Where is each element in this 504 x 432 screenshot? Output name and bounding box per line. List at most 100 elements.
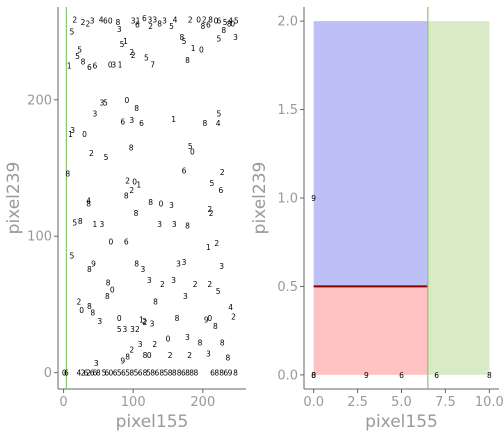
data-point-label: 1 [93, 220, 98, 229]
data-point-label: 2 [129, 345, 134, 354]
data-point-label: 6 [113, 369, 118, 378]
x-tick-label: 2.5 [347, 395, 368, 410]
data-point-label: 1 [136, 180, 141, 189]
data-point-label: 3 [70, 126, 75, 135]
data-point-label: 8 [311, 371, 316, 380]
data-point-label: 5 [120, 40, 125, 49]
data-point-label: 3 [122, 325, 127, 334]
data-point-label: 0 [132, 178, 137, 187]
data-point-label: 8 [203, 119, 208, 128]
data-point-label: 4 [99, 15, 104, 24]
data-point-label: 8 [208, 15, 213, 24]
data-point-label: 2 [188, 15, 193, 24]
data-point-label: 3 [141, 265, 146, 274]
data-point-label: 8 [200, 22, 205, 31]
data-point-label: 3 [99, 220, 104, 229]
data-point-label: 6 [223, 369, 228, 378]
data-point-label: 4 [76, 369, 81, 378]
data-point-label: 6 [135, 21, 140, 30]
region-0 [313, 21, 428, 287]
data-point-label: 2 [207, 280, 212, 289]
data-point-label: 3 [171, 276, 176, 285]
data-point-label: 8 [193, 369, 198, 378]
data-point-label: 2 [193, 280, 198, 289]
data-point-label: 8 [175, 314, 180, 323]
data-point-label: 0 [117, 314, 122, 323]
data-point-label: 4 [86, 197, 91, 206]
data-point-label: 1 [139, 315, 144, 324]
data-point-label: 0 [166, 335, 171, 344]
data-point-label: 8 [189, 369, 194, 378]
data-point-label: 1 [171, 115, 176, 124]
data-point-label: 2 [131, 51, 136, 60]
data-point-label: 8 [90, 309, 95, 318]
data-point-label: 8 [134, 209, 139, 218]
data-point-label: 0 [159, 199, 164, 208]
data-point-label: 0 [110, 285, 115, 294]
data-point-label: 6 [83, 369, 88, 378]
data-point-label: 8 [105, 292, 110, 301]
data-point-label: 3 [219, 262, 224, 271]
data-point-label: 2 [152, 340, 157, 349]
data-point-label: 2 [129, 186, 134, 195]
data-point-label: 8 [124, 191, 129, 200]
data-point-label: 3 [94, 359, 99, 368]
data-point-label: 8 [81, 58, 86, 67]
data-point-label: 2 [160, 280, 165, 289]
data-point-label: 3 [93, 109, 98, 118]
data-point-label: 8 [219, 369, 224, 378]
data-point-label: 5 [164, 369, 169, 378]
data-point-label: 3 [157, 220, 162, 229]
data-point-label: 2 [125, 176, 130, 185]
data-point-label: 8 [153, 298, 158, 307]
data-point-label: 6 [216, 17, 221, 26]
data-point-label: 8 [487, 371, 492, 380]
data-point-label: 8 [106, 279, 111, 288]
data-point-label: 2 [220, 168, 225, 177]
data-point-label: 5 [182, 37, 187, 46]
data-point-label: 8 [214, 369, 219, 378]
data-point-label: 1 [136, 17, 141, 26]
data-point-label: 2 [86, 19, 91, 28]
data-point-label: 5 [209, 179, 214, 188]
data-point-label: 4 [216, 119, 221, 128]
data-point-label: 8 [198, 339, 203, 348]
data-point-label: 3 [111, 60, 116, 69]
data-point-label: 8 [226, 354, 231, 363]
data-point-label: 6 [103, 17, 108, 26]
data-point-label: 3 [147, 276, 152, 285]
data-point-label: 0 [190, 148, 195, 157]
data-point-label: 3 [152, 15, 157, 24]
data-point-label: 2 [76, 298, 81, 307]
data-point-label: 0 [82, 130, 87, 139]
data-point-label: 8 [125, 352, 130, 361]
data-point-label: 2 [129, 48, 134, 57]
y-axis-title: pixel239 [4, 162, 24, 235]
data-point-label: 8 [233, 369, 238, 378]
x-axis-title: pixel155 [365, 412, 438, 432]
y-tick-label: 0.5 [277, 280, 298, 295]
data-point-label: 8 [220, 339, 225, 348]
data-point-label: 5 [70, 28, 75, 37]
data-point-label: 8 [172, 369, 177, 378]
data-point-label: 1 [191, 44, 196, 53]
data-point-label: 6 [142, 14, 147, 23]
data-point-label: 5 [125, 369, 130, 378]
x-tick-label: 0.0 [303, 395, 324, 410]
data-point-label: 4 [228, 17, 233, 26]
data-point-label: 8 [150, 369, 155, 378]
data-point-label: 6 [64, 369, 69, 378]
data-point-label: 6 [93, 369, 98, 378]
data-point-label: 1 [123, 37, 128, 46]
data-point-label: 5 [134, 369, 139, 378]
data-point-label: 0 [125, 96, 130, 105]
data-point-label: 5 [169, 22, 174, 31]
right-panel: 0.0 2.5 5.0 7.5 10.0 0.0 0.5 1.0 1.5 2.0 pixel155 p… [250, 7, 504, 432]
data-point-label: 8 [134, 259, 139, 268]
data-point-label: 2 [142, 317, 147, 326]
data-point-label: 2 [207, 205, 212, 214]
data-point-label: 8 [87, 302, 92, 311]
data-point-label: 3 [183, 292, 188, 301]
data-point-label: 5 [102, 369, 107, 378]
